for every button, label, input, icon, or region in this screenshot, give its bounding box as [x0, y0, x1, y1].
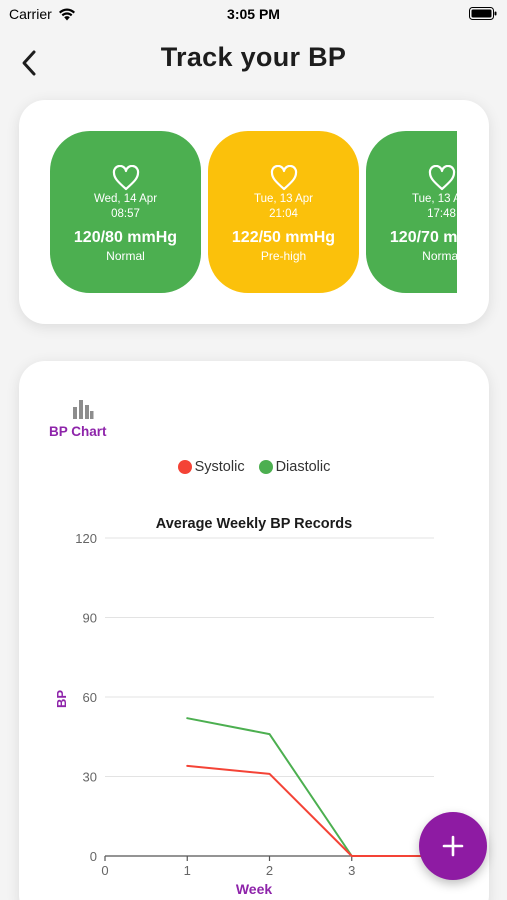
chart-legend: Systolic Diastolic [19, 459, 489, 475]
x-tick-label: 2 [266, 863, 273, 878]
series-line-systolic [186, 764, 435, 857]
header: Track your BP [0, 40, 507, 82]
heart-icon [270, 165, 297, 191]
chart-title: Average Weekly BP Records [156, 516, 352, 532]
status-bar: Carrier 3:05 PM [0, 0, 507, 28]
status-time: 3:05 PM [227, 6, 280, 22]
reading-card[interactable]: Wed, 14 Apr 08:57 120/80 mmHg Normal [50, 131, 201, 293]
reading-date: Tue, 13 Apr [253, 193, 314, 205]
legend-item-diastolic[interactable]: Diastolic [258, 459, 331, 475]
reading-status: Pre-high [260, 249, 307, 263]
battery-icon [469, 7, 497, 20]
bp-line-chart: Average Weekly BP Records 0 30 60 90 120 0 1 2 3… [54, 516, 435, 897]
legend-label-diastolic: Diastolic [275, 459, 331, 475]
y-tick-label: 30 [83, 770, 97, 785]
x-tick-label: 1 [184, 863, 191, 878]
chevron-left-icon [22, 50, 36, 76]
chart-axes: 0 30 60 90 120 0 1 2 3 [75, 531, 434, 878]
bp-chart-tab-label: BP Chart [49, 424, 107, 439]
x-axis-label: Week [236, 881, 273, 897]
bp-chart-tab[interactable]: BP Chart [47, 399, 125, 443]
y-tick-label: 120 [75, 531, 97, 546]
reading-value: 122/50 mmHg [231, 229, 336, 246]
y-tick-label: 0 [90, 849, 97, 864]
series-line-diastolic [186, 717, 435, 857]
reading-card[interactable]: Tue, 13 Apr 21:04 122/50 mmHg Pre-high [208, 131, 359, 293]
readings-card: Wed, 14 Apr 08:57 120/80 mmHg Normal Tue… [19, 100, 489, 324]
x-tick-label: 3 [348, 863, 355, 878]
back-button[interactable] [14, 44, 44, 78]
reading-value: 120/80 mmHg [73, 229, 178, 246]
chart-series [186, 717, 435, 857]
carrier-label: Carrier [9, 6, 52, 22]
wifi-icon [58, 8, 75, 20]
reading-time: 08:57 [111, 208, 140, 220]
reading-card[interactable]: Tue, 13 Apr 17:48 120/70 mmHg Normal [366, 131, 457, 293]
chart-grid [105, 537, 434, 777]
readings-carousel[interactable]: Wed, 14 Apr 08:57 120/80 mmHg Normal Tue… [50, 131, 457, 293]
y-tick-label: 90 [83, 611, 97, 626]
bar-chart-icon [73, 400, 94, 419]
reading-date: Tue, 13 Apr [411, 193, 457, 205]
reading-status: Normal [422, 249, 457, 263]
reading-date: Wed, 14 Apr [93, 193, 158, 205]
carrier-indicator: Carrier [9, 6, 76, 22]
reading-status: Normal [106, 249, 145, 263]
x-tick-label: 0 [101, 863, 108, 878]
reading-time: 21:04 [269, 208, 298, 220]
heart-icon [428, 165, 455, 191]
y-tick-label: 60 [83, 690, 97, 705]
legend-item-systolic[interactable]: Systolic [177, 459, 245, 475]
legend-label-systolic: Systolic [194, 459, 245, 475]
page-title: Track your BP [160, 42, 347, 72]
add-reading-button[interactable] [419, 812, 487, 880]
heart-icon [112, 165, 139, 191]
y-axis-label: BP [54, 690, 69, 708]
legend-dot-diastolic [258, 460, 273, 474]
plus-icon [442, 835, 464, 857]
chart-card: BP Chart Systolic Diastolic Average Week… [19, 361, 489, 900]
reading-time: 17:48 [427, 208, 456, 220]
legend-dot-systolic [177, 460, 192, 474]
reading-value: 120/70 mmHg [389, 229, 457, 246]
